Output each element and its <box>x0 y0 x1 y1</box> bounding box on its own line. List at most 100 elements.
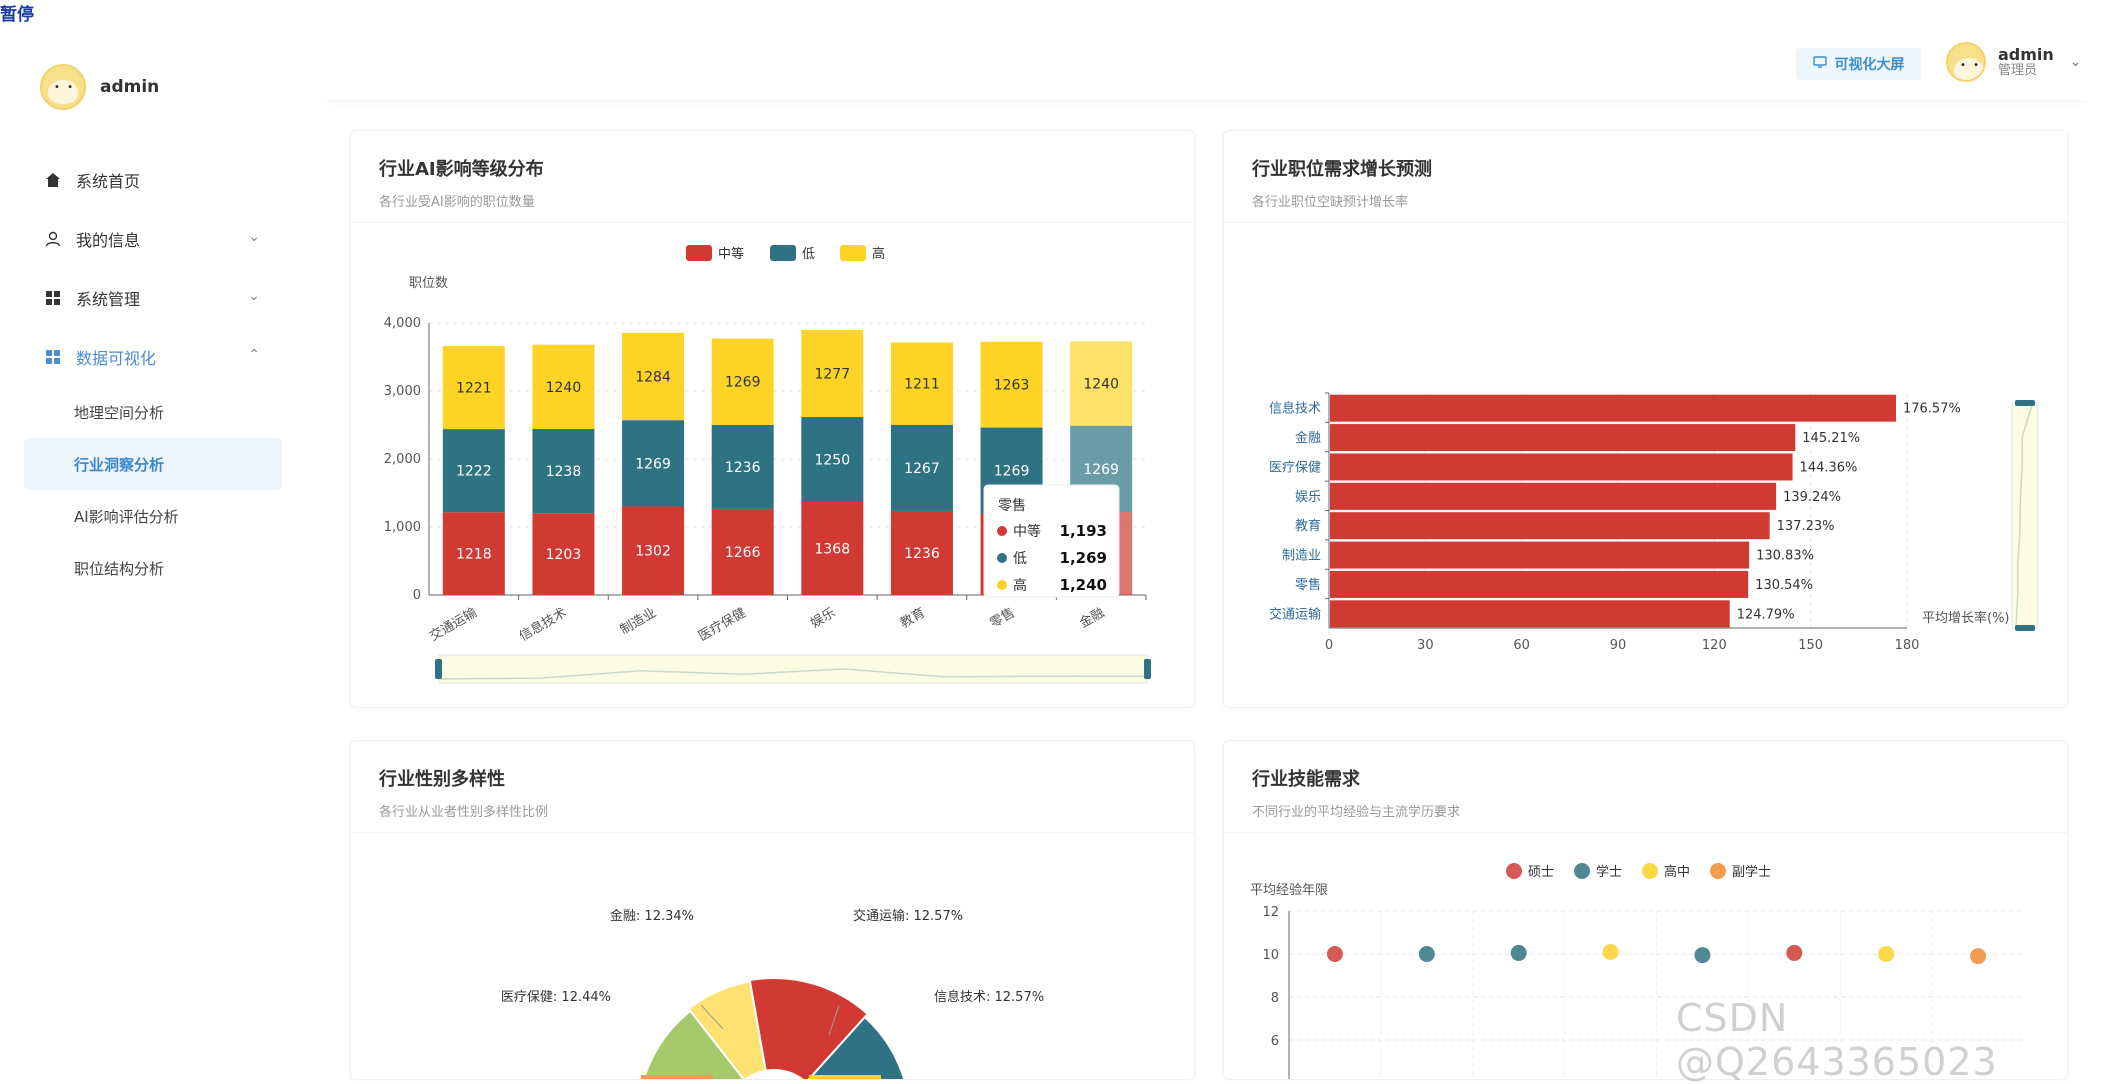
bar-segment[interactable] <box>890 510 953 595</box>
bar[interactable] <box>1330 512 1770 540</box>
datazoom-handle-top[interactable] <box>2015 400 2035 406</box>
scatter-point[interactable] <box>1694 947 1711 964</box>
card-growth: 行业职位需求增长预测 各行业职位空缺预计增长率 0 30 60 90 120 150 180… <box>1223 130 2068 708</box>
chevron-down-icon: ⌄ <box>248 288 260 304</box>
legend-label[interactable]: 低 <box>802 247 815 262</box>
bar-segment[interactable] <box>442 429 505 513</box>
x-tick-label: 0 <box>1325 638 1333 653</box>
bar-segment[interactable] <box>890 424 953 511</box>
tooltip-series: 低 <box>1013 551 1027 567</box>
bar-segment[interactable] <box>711 508 774 595</box>
x-tick-label: 交通运输 <box>427 605 480 645</box>
bigscreen-button[interactable]: 可视化大屏 <box>1796 48 1921 80</box>
y-tick-label: 8 <box>1271 991 1279 1006</box>
pie-label: 信息技术: 12.57% <box>934 989 1044 1005</box>
card-gender: 行业性别多样性 各行业从业者性别多样性比例 交通运输: 12.57% 信息技术: … <box>350 740 1195 1080</box>
legend-label[interactable]: 高中 <box>1664 864 1690 880</box>
bar-segment[interactable] <box>980 341 1043 428</box>
legend-swatch[interactable] <box>840 245 866 261</box>
datazoom-handle-left[interactable] <box>435 659 442 679</box>
scatter-point[interactable] <box>1970 948 1987 965</box>
legend-marker[interactable] <box>1506 863 1522 879</box>
scatter-point[interactable] <box>1418 946 1435 962</box>
bar-segment[interactable] <box>532 344 595 430</box>
datazoom-slider[interactable] <box>438 654 1148 684</box>
legend-marker[interactable] <box>1710 863 1726 879</box>
datazoom-preview-line <box>2015 404 2033 627</box>
card-title: 行业技能需求 <box>1252 769 1360 790</box>
sidebar-item-data-visualization[interactable]: 数据可视化 ⌃ <box>24 327 282 386</box>
sidebar: admin 系统首页 我的信息 ⌄ 系统管理 ⌄ 数据可视化 <box>0 0 300 1059</box>
bar-segment[interactable] <box>801 330 864 417</box>
bar[interactable] <box>1330 570 1749 598</box>
bar-segment[interactable] <box>442 512 505 595</box>
legend-label[interactable]: 硕士 <box>1528 865 1554 880</box>
sidebar-subitem-job-structure[interactable]: 职位结构分析 <box>74 559 165 578</box>
y-axis-title: 平均经验年限 <box>1250 882 1328 898</box>
pie-label: 交通运输: 12.57% <box>853 908 963 924</box>
x-tick-label: 150 <box>1798 638 1823 653</box>
bar-segment[interactable] <box>711 424 774 509</box>
bar[interactable] <box>1330 482 1777 510</box>
x-tick-label: 120 <box>1702 638 1727 653</box>
data-label: 145.21% <box>1802 431 1860 446</box>
sidebar-item-my-info[interactable]: 我的信息 ⌄ <box>24 209 282 268</box>
bar-segment[interactable] <box>532 429 595 514</box>
tooltip-value: 1,240 <box>1060 576 1107 594</box>
scatter-point[interactable] <box>1786 944 1803 961</box>
x-tick-label: 180 <box>1895 638 1920 653</box>
sidebar-subitem-geo[interactable]: 地理空间分析 <box>74 403 165 422</box>
scatter-point[interactable] <box>1878 946 1895 962</box>
legend-label[interactable]: 高 <box>872 246 885 262</box>
user-menu[interactable]: admin 管理员 ⌄ <box>1946 42 2082 82</box>
legend-swatch[interactable] <box>770 245 796 261</box>
scatter-point[interactable] <box>1602 943 1619 960</box>
legend-label[interactable]: 学士 <box>1596 864 1622 880</box>
bar-segment[interactable] <box>1070 341 1133 426</box>
bar-segment[interactable] <box>622 420 685 507</box>
legend-marker[interactable] <box>1574 863 1590 879</box>
bar[interactable] <box>1330 600 1730 628</box>
legend-swatch[interactable] <box>686 245 712 261</box>
sidebar-menu: 系统首页 我的信息 ⌄ 系统管理 ⌄ 数据可视化 ⌃ 地理空间分析 行业洞察分析… <box>24 150 282 594</box>
bar[interactable] <box>1330 453 1793 481</box>
bar-segment[interactable] <box>622 332 685 421</box>
sidebar-subitem-ai-impact[interactable]: AI影响评估分析 <box>74 507 179 526</box>
brand-avatar <box>40 64 86 110</box>
sidebar-item-home[interactable]: 系统首页 <box>24 150 282 209</box>
scatter-point[interactable] <box>1510 944 1527 961</box>
pie-label: 金融: 12.34% <box>610 908 694 924</box>
legend-label[interactable]: 副学士 <box>1732 864 1771 880</box>
sidebar-item-system-admin[interactable]: 系统管理 ⌄ <box>24 268 282 327</box>
data-label: 176.57% <box>1903 402 1961 417</box>
bar-segment[interactable] <box>890 342 953 425</box>
bar-segment[interactable] <box>532 513 595 595</box>
datazoom-slider[interactable] <box>2011 402 2039 629</box>
data-label: 1211 <box>904 377 940 393</box>
tooltip-box <box>983 484 1120 598</box>
bar-segment[interactable] <box>622 506 685 595</box>
bar[interactable] <box>1330 424 1796 452</box>
pie-slice[interactable] <box>641 1075 713 1080</box>
legend-marker[interactable] <box>1642 863 1658 879</box>
bar-segment[interactable] <box>801 501 864 595</box>
legend-label[interactable]: 中等 <box>718 246 744 262</box>
x-tick-label: 90 <box>1610 638 1627 653</box>
bar-segment[interactable] <box>711 338 774 425</box>
bar[interactable] <box>1330 541 1750 569</box>
gender-chart: 交通运输: 12.57% 信息技术: 12.57% 医疗保健: 12.44% 金融: … <box>501 908 1044 1080</box>
scatter-point[interactable] <box>1326 946 1343 962</box>
sidebar-subitem-industry[interactable]: 行业洞察分析 <box>24 438 282 490</box>
data-label: 1222 <box>456 464 492 480</box>
bar-segment[interactable] <box>801 416 864 502</box>
datazoom-handle-bottom[interactable] <box>2015 625 2035 631</box>
datazoom-handle-right[interactable] <box>1144 659 1151 679</box>
bigscreen-label: 可视化大屏 <box>1834 57 1905 73</box>
x-tick-label: 娱乐 <box>808 605 838 631</box>
bar[interactable] <box>1330 394 1896 422</box>
data-label: 1266 <box>725 545 761 561</box>
grid-icon <box>44 289 62 307</box>
bar-segment[interactable] <box>442 346 505 430</box>
y-tick-label: 金融 <box>1295 430 1321 446</box>
pie-slice[interactable] <box>809 1075 881 1080</box>
